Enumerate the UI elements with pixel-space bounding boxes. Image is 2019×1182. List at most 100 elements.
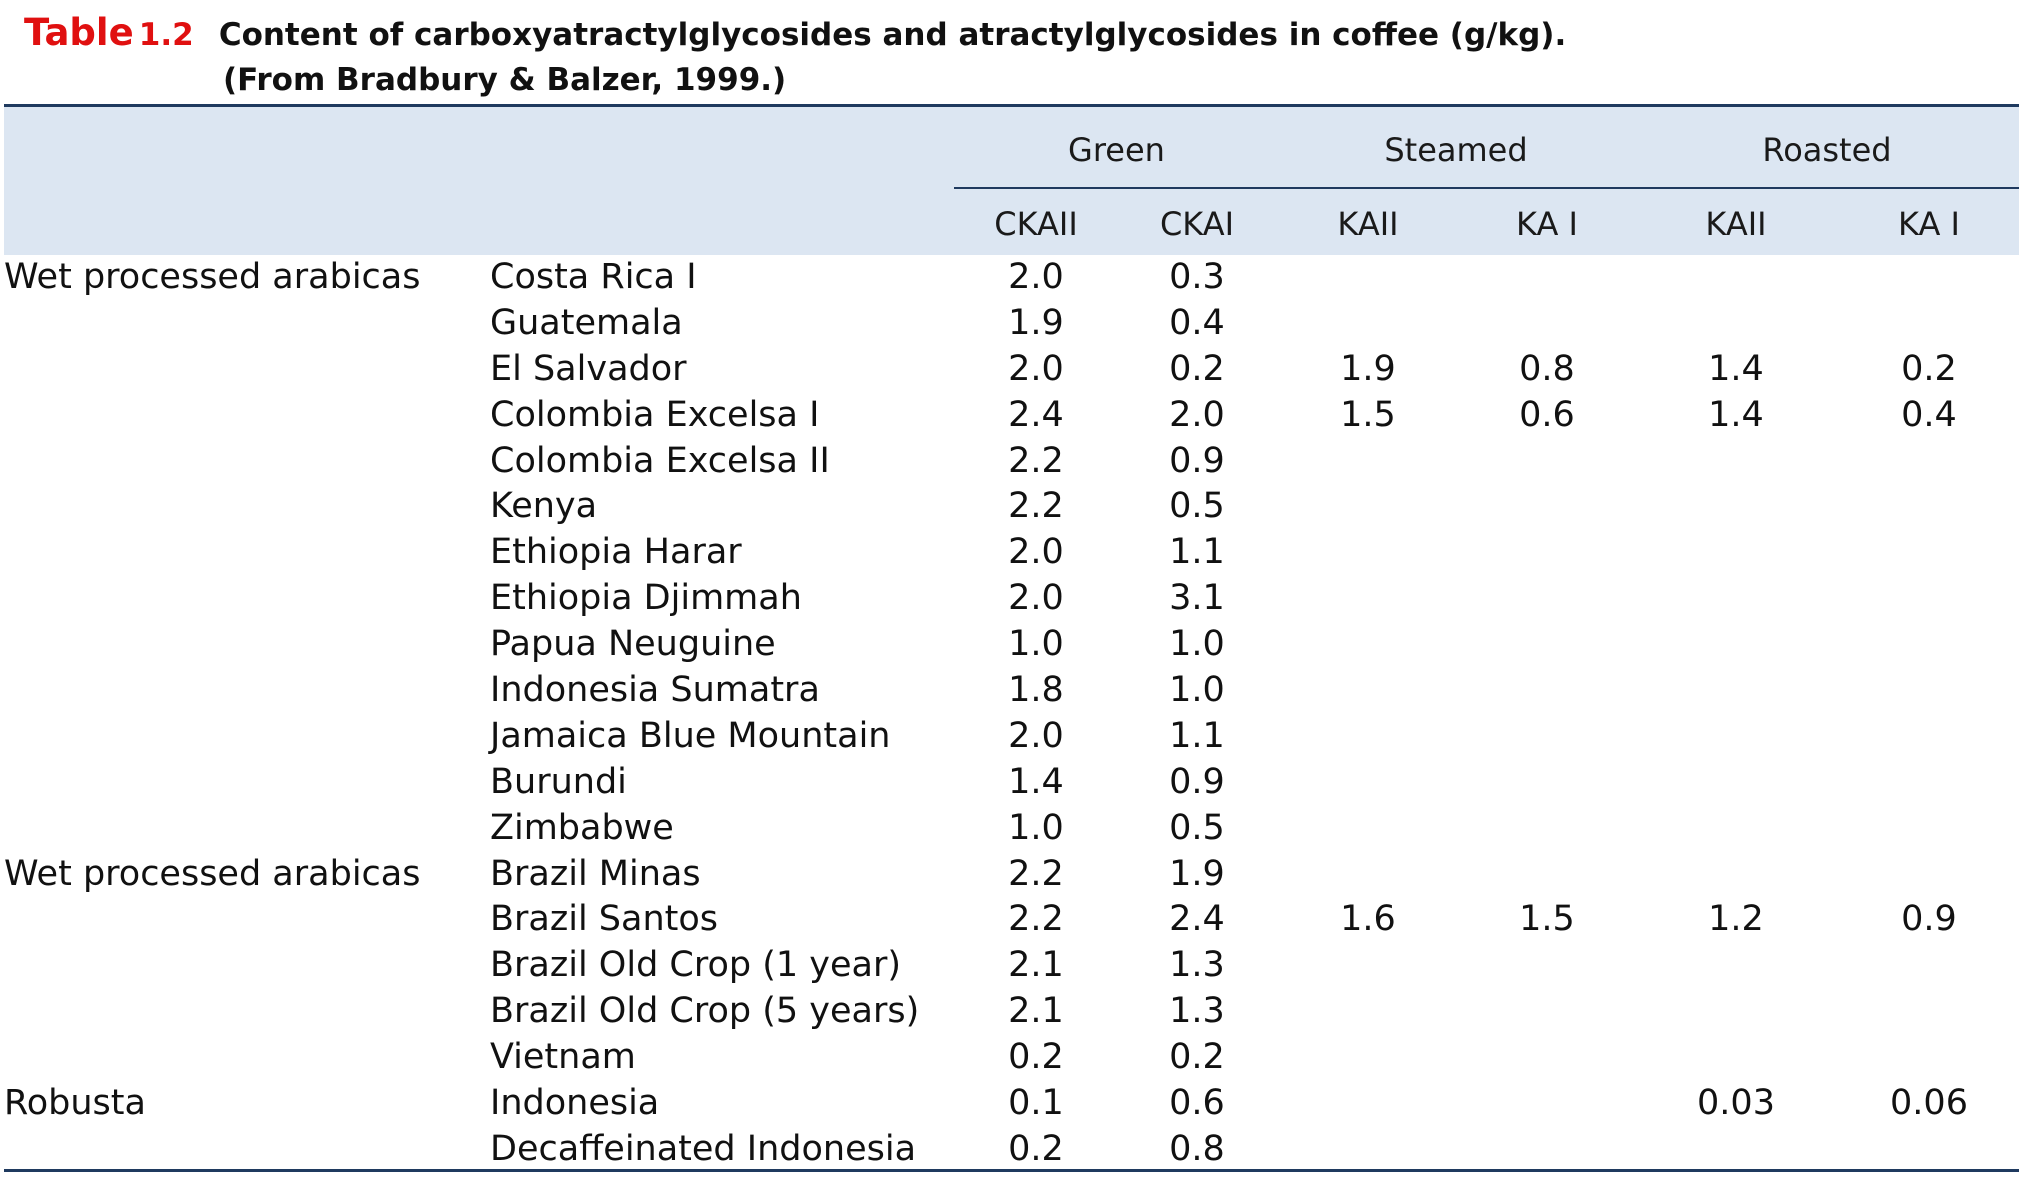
- origin-cell: Ethiopia Djimmah: [490, 578, 802, 619]
- origin-cell: Papua Neuguine: [490, 624, 776, 665]
- category-cell: Robusta: [4, 1083, 146, 1124]
- header-sub-roasted-kai: KA I: [1898, 205, 1960, 243]
- green-ckaii-cell: 2.0: [1008, 348, 1064, 389]
- green-ckai-cell: 0.6: [1169, 1083, 1225, 1124]
- origin-cell: Colombia Excelsa II: [490, 440, 830, 481]
- roasted-kaii-cell: [1656, 301, 1816, 347]
- table-title: Content of carboxyatractylglycosides and…: [218, 17, 1567, 53]
- roasted-kai-cell: [1849, 439, 2009, 485]
- header-sub-steamed-kaii: KAII: [1337, 205, 1399, 243]
- origin-cell: Guatemala: [490, 302, 683, 343]
- green-ckaii-cell: 2.1: [1008, 991, 1064, 1032]
- roasted-kaii-cell: [1656, 576, 1816, 622]
- steamed-kaii-cell: [1288, 1081, 1448, 1127]
- table-source: (From Bradbury & Balzer, 1999.): [223, 62, 787, 98]
- green-ckai-cell: 0.3: [1169, 257, 1225, 297]
- roasted-kaii-cell: [1656, 989, 1816, 1035]
- caption-line-1: Table 1.2 Content of carboxyatractylglyc…: [24, 8, 2014, 58]
- roasted-kaii-cell: 0.03: [1697, 1083, 1775, 1124]
- table-row: El Salvador 2.0 0.2 1.9 0.8 1.4 0.2: [0, 347, 2019, 393]
- steamed-kai-cell: [1467, 1081, 1627, 1127]
- table-row: Ethiopia Djimmah 2.0 3.1: [0, 576, 2019, 622]
- steamed-kai-cell: [1467, 760, 1627, 806]
- header-sub-steamed-kai: KA I: [1516, 205, 1578, 243]
- roasted-kai-cell: [1849, 760, 2009, 806]
- header-group-steamed: Steamed: [1384, 131, 1528, 169]
- origin-cell: El Salvador: [490, 348, 687, 389]
- category-cell: Wet processed arabicas: [4, 257, 421, 297]
- table-number: 1.2: [138, 17, 194, 53]
- roasted-kai-cell: [1849, 943, 2009, 989]
- roasted-kai-cell: [1849, 668, 2009, 714]
- roasted-kai-cell: [1849, 576, 2009, 622]
- roasted-kaii-cell: [1656, 622, 1816, 668]
- green-ckai-cell: 1.1: [1169, 715, 1225, 756]
- green-ckaii-cell: 1.9: [1008, 302, 1064, 343]
- steamed-kai-cell: [1467, 439, 1627, 485]
- steamed-kaii-cell: [1288, 576, 1448, 622]
- roasted-kaii-cell: [1656, 1127, 1816, 1173]
- category-cell: Wet processed arabicas: [4, 853, 421, 894]
- roasted-kai-cell: [1849, 714, 2009, 760]
- green-ckaii-cell: 1.0: [1008, 807, 1064, 848]
- origin-cell: Costa Rica I: [490, 257, 697, 297]
- origin-cell: Ethiopia Harar: [490, 532, 742, 573]
- green-ckai-cell: 0.9: [1169, 440, 1225, 481]
- green-ckaii-cell: 1.4: [1008, 761, 1064, 802]
- table-row: Burundi 1.4 0.9: [0, 760, 2019, 806]
- steamed-kaii-cell: [1288, 1127, 1448, 1173]
- origin-cell: Colombia Excelsa I: [490, 394, 820, 435]
- roasted-kaii-cell: [1656, 943, 1816, 989]
- table-row: Zimbabwe 1.0 0.5: [0, 806, 2019, 852]
- steamed-kaii-cell: 1.6: [1340, 899, 1396, 940]
- table-top-rule: [4, 104, 2019, 107]
- roasted-kaii-cell: 1.4: [1708, 348, 1764, 389]
- roasted-kaii-cell: [1656, 530, 1816, 576]
- roasted-kai-cell: [1849, 255, 2009, 301]
- steamed-kai-cell: [1467, 484, 1627, 530]
- green-ckai-cell: 1.9: [1169, 853, 1225, 894]
- green-ckaii-cell: 2.1: [1008, 945, 1064, 986]
- origin-cell: Indonesia: [490, 1083, 660, 1124]
- steamed-kaii-cell: [1288, 760, 1448, 806]
- table-row: Jamaica Blue Mountain 2.0 1.1: [0, 714, 2019, 760]
- steamed-kaii-cell: [1288, 714, 1448, 760]
- steamed-kaii-cell: [1288, 301, 1448, 347]
- header-sub-green-ckai: CKAI: [1159, 205, 1235, 243]
- roasted-kaii-cell: 1.4: [1708, 394, 1764, 435]
- roasted-kaii-cell: [1656, 668, 1816, 714]
- green-ckaii-cell: 1.0: [1008, 624, 1064, 665]
- roasted-kaii-cell: [1656, 1035, 1816, 1081]
- steamed-kai-cell: [1467, 714, 1627, 760]
- header-group-green: Green: [1068, 131, 1165, 169]
- roasted-kai-cell: [1849, 530, 2009, 576]
- green-ckaii-cell: 2.2: [1008, 853, 1064, 894]
- header-group-rule: [954, 187, 2019, 189]
- steamed-kaii-cell: [1288, 806, 1448, 852]
- steamed-kai-cell: [1467, 1127, 1627, 1173]
- roasted-kai-cell: [1849, 622, 2009, 668]
- roasted-kaii-cell: [1656, 714, 1816, 760]
- roasted-kaii-cell: [1656, 760, 1816, 806]
- table-row: Decaffeinated Indonesia 0.2 0.8: [0, 1127, 2019, 1173]
- table-bottom-rule: [4, 1169, 2019, 1172]
- green-ckaii-cell: 2.0: [1008, 715, 1064, 756]
- green-ckai-cell: 0.4: [1169, 302, 1225, 343]
- steamed-kai-cell: [1467, 1035, 1627, 1081]
- origin-cell: Jamaica Blue Mountain: [490, 715, 891, 756]
- roasted-kaii-cell: 1.2: [1708, 899, 1764, 940]
- roasted-kai-cell: 0.06: [1890, 1083, 1968, 1124]
- roasted-kai-cell: [1849, 1035, 2009, 1081]
- steamed-kai-cell: 0.6: [1519, 394, 1575, 435]
- steamed-kai-cell: [1467, 255, 1627, 301]
- steamed-kaii-cell: [1288, 852, 1448, 898]
- steamed-kai-cell: [1467, 668, 1627, 714]
- table-row: Kenya 2.2 0.5: [0, 484, 2019, 530]
- steamed-kai-cell: 1.5: [1519, 899, 1575, 940]
- table-row: Vietnam 0.2 0.2: [0, 1035, 2019, 1081]
- roasted-kaii-cell: [1656, 484, 1816, 530]
- green-ckaii-cell: 2.0: [1008, 532, 1064, 573]
- green-ckai-cell: 0.8: [1169, 1128, 1225, 1169]
- steamed-kaii-cell: [1288, 484, 1448, 530]
- steamed-kai-cell: [1467, 852, 1627, 898]
